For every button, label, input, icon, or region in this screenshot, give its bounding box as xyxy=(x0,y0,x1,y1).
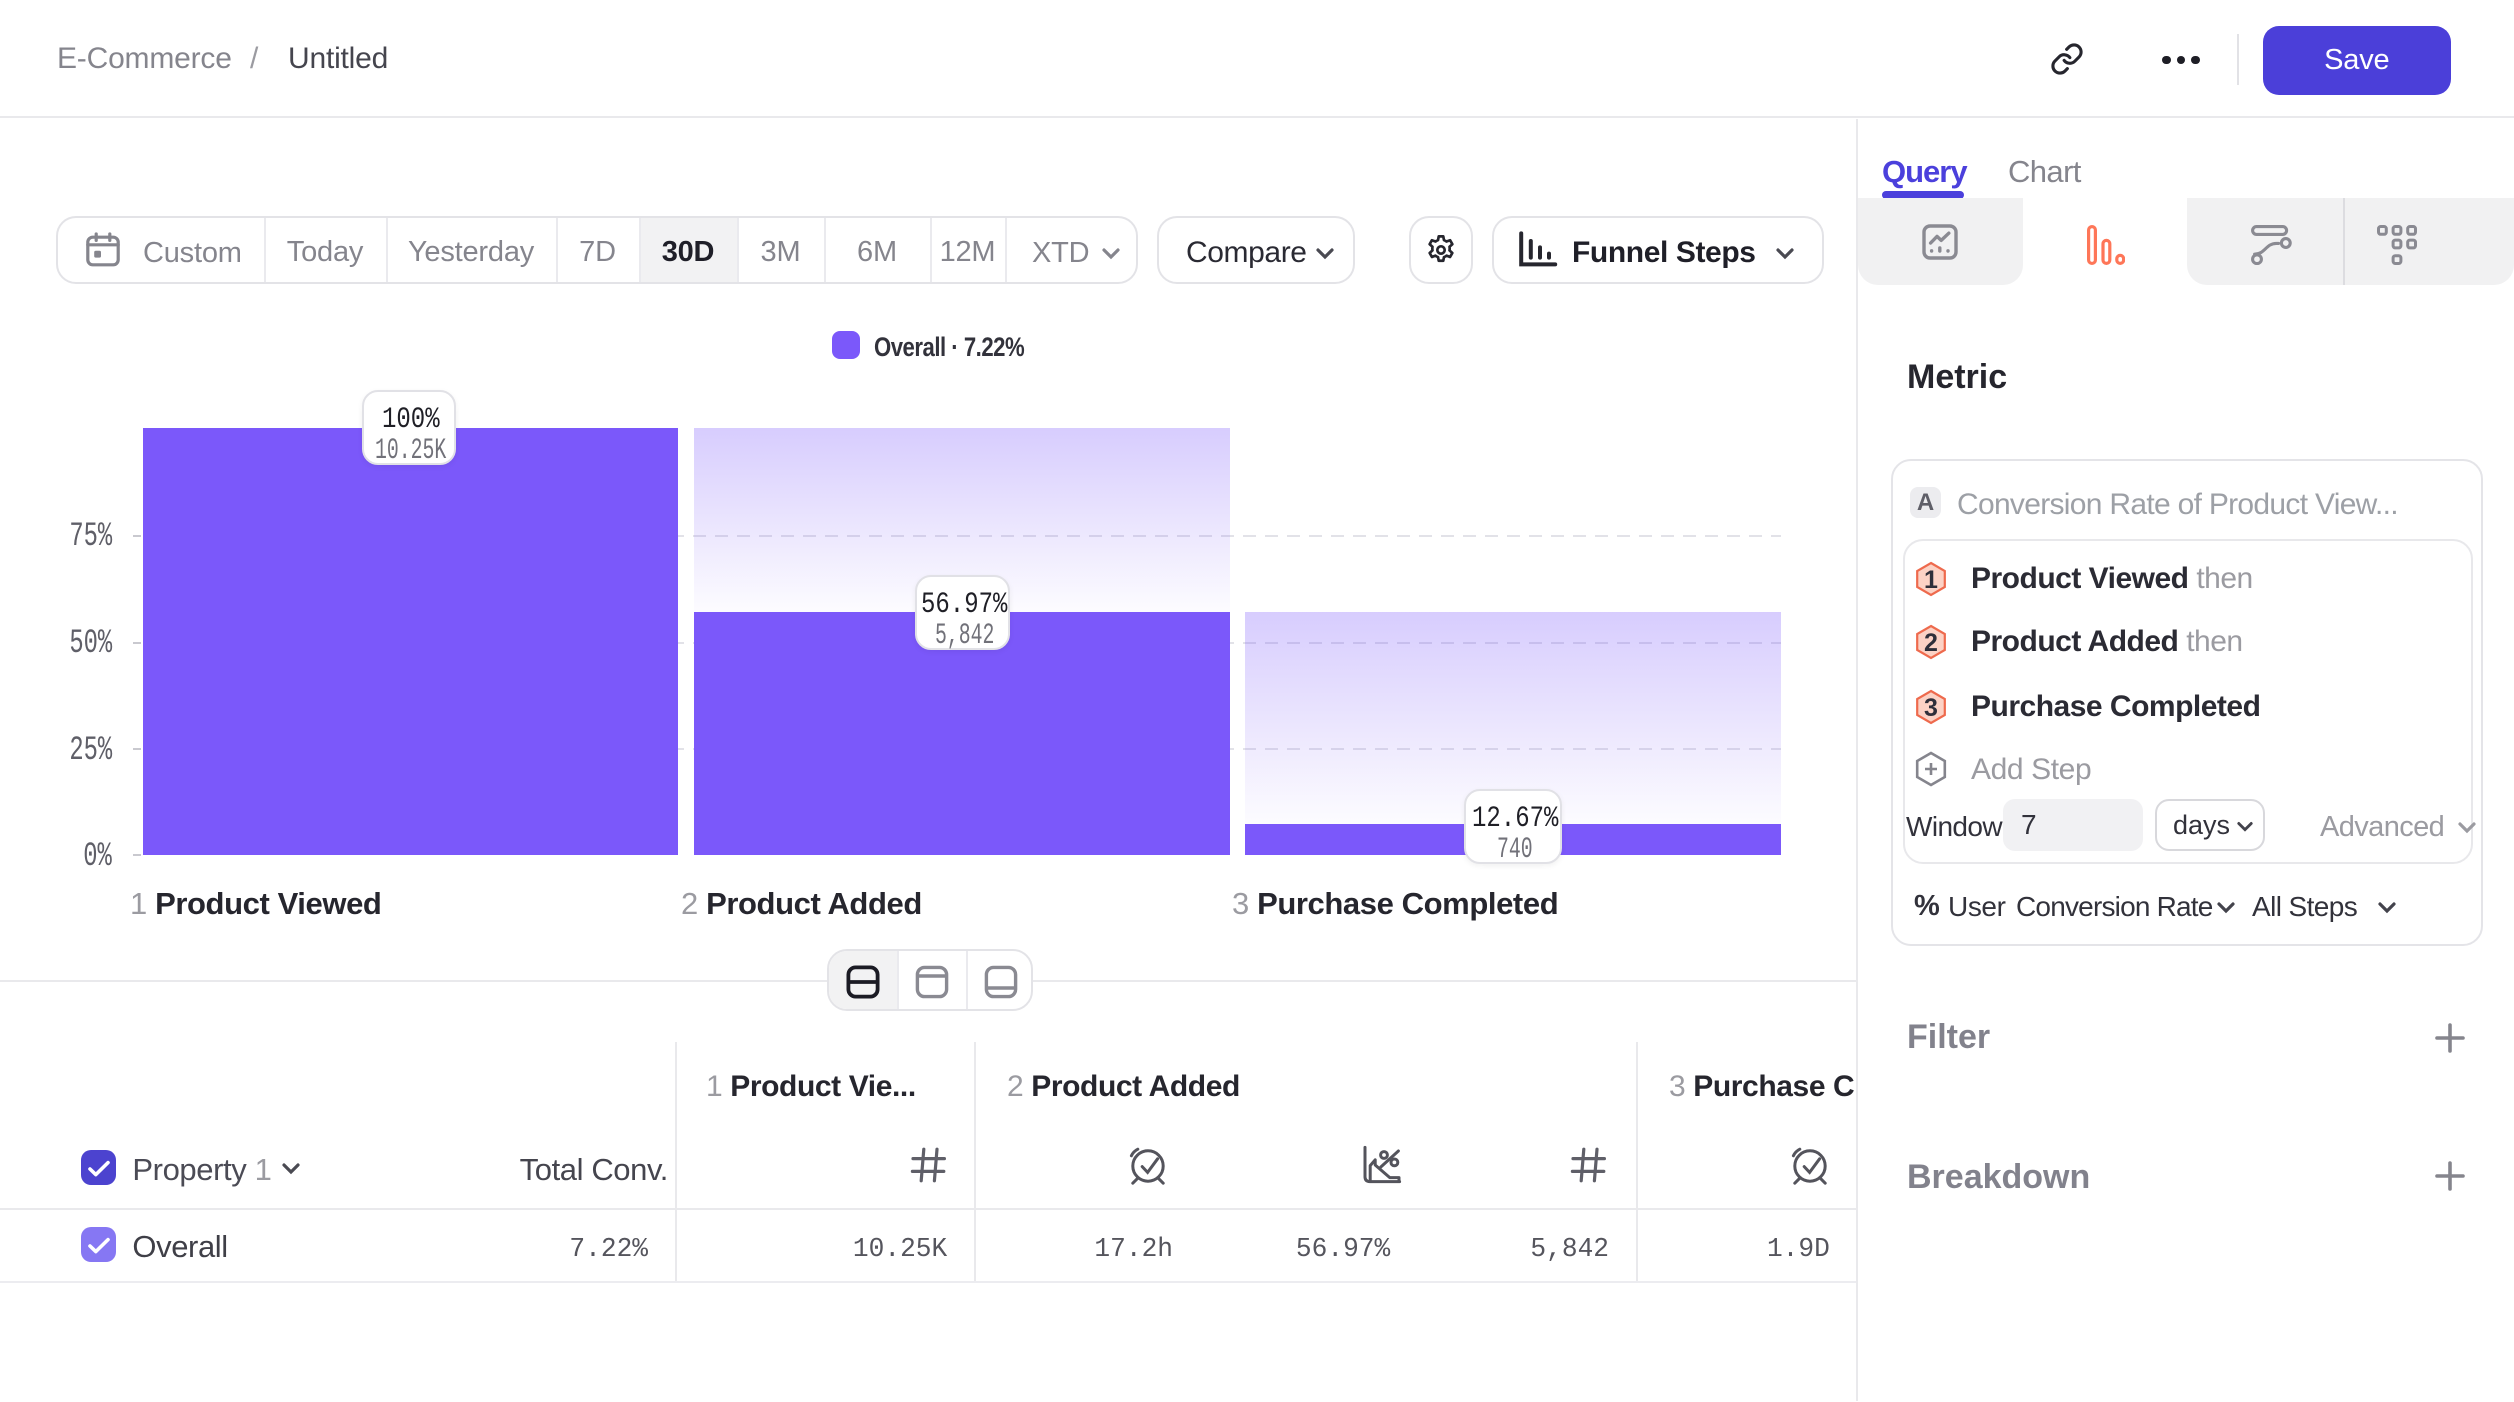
svg-text:1: 1 xyxy=(1924,566,1938,594)
svg-text:3: 3 xyxy=(1924,694,1938,722)
svg-text:2: 2 xyxy=(1924,629,1938,657)
